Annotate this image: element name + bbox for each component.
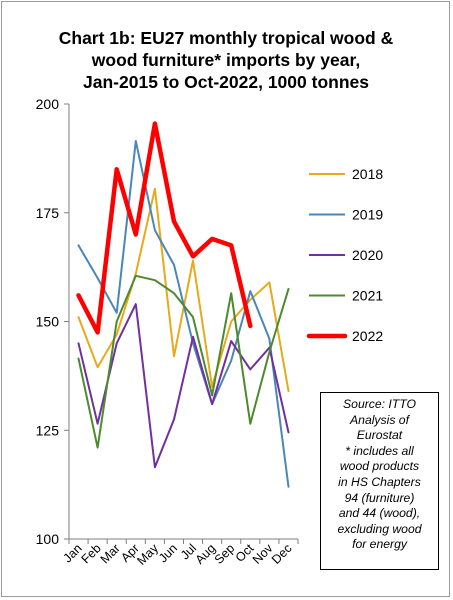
y-tick-label: 200 <box>36 96 60 112</box>
x-tick-label: Jun <box>156 541 180 565</box>
y-tick-label: 175 <box>36 205 60 221</box>
legend: 2018 2019 2020 2021 2022 <box>306 166 383 344</box>
note-line: and 44 (wood), <box>338 506 421 521</box>
source-note-box: Source: ITTO Analysis of Eurostat * incl… <box>320 392 439 570</box>
y-tick-label: 150 <box>36 314 60 330</box>
chart-title: Chart 1b: EU27 monthly tropical wood & w… <box>59 28 394 92</box>
series-line-2020 <box>77 303 290 469</box>
chart-title-line-1: Chart 1b: EU27 monthly tropical wood & <box>59 28 394 48</box>
note-line: Eurostat <box>356 428 403 443</box>
y-axis-tick-labels: 100 125 150 175 200 <box>36 96 60 547</box>
chart-title-line-3: Jan-2015 to Oct-2022, 1000 tonnes <box>83 72 369 92</box>
series-line-2022 <box>76 121 253 335</box>
note-line: * includes all <box>345 443 414 458</box>
note-line: Source: ITTO <box>343 397 416 411</box>
x-tick-label: Dec <box>269 541 295 567</box>
note-line: wood products <box>339 459 420 474</box>
y-tick-label: 125 <box>36 422 60 438</box>
note-line: in HS Chapters <box>338 474 421 489</box>
legend-label-2020: 2020 <box>352 247 383 263</box>
note-line: excluding wood <box>337 521 422 536</box>
legend-label-2019: 2019 <box>352 207 383 223</box>
y-tick-label: 100 <box>36 531 60 547</box>
series-lines <box>76 121 290 488</box>
series-line-2021 <box>77 274 290 449</box>
chart-title-line-2: wood furniture* imports by year, <box>91 50 360 70</box>
note-line: for energy <box>352 537 407 552</box>
axes <box>64 103 299 544</box>
legend-label-2022: 2022 <box>352 328 383 344</box>
series-line-2019 <box>77 140 290 488</box>
note-line: Analysis of <box>350 412 409 427</box>
legend-label-2018: 2018 <box>352 166 383 182</box>
note-line: 94 (furniture) <box>344 490 415 505</box>
legend-label-2021: 2021 <box>352 288 383 304</box>
